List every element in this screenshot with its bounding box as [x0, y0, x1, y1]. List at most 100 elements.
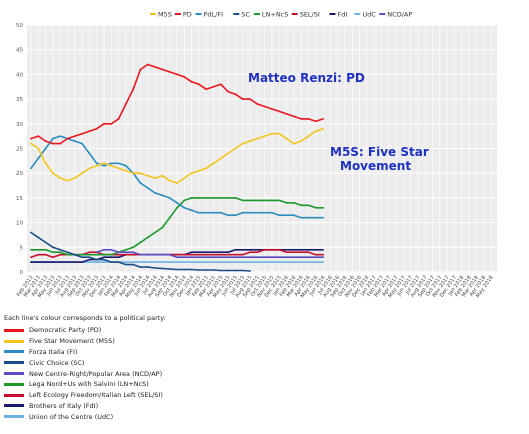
data-point: [212, 211, 215, 214]
data-point: [139, 266, 142, 268]
series-3: [30, 231, 251, 272]
y-tick-label: 35: [16, 97, 23, 103]
data-point: [256, 137, 259, 140]
data-point: [30, 167, 32, 170]
data-point: [300, 204, 303, 207]
data-point: [227, 253, 230, 256]
legend-item: Left Ecology Freedom/Italian Left (SEL/S…: [4, 390, 304, 401]
legend-item: Lega Nord+Us with Salvini (LN+NcS): [4, 379, 304, 390]
data-point: [161, 267, 164, 270]
legend-note: Each line's colour corresponds to a poli…: [4, 314, 166, 322]
data-point: [110, 122, 113, 125]
data-point: [95, 251, 98, 254]
data-point: [88, 251, 91, 254]
data-point: [241, 142, 244, 145]
data-point: [132, 172, 135, 175]
data-point: [205, 211, 208, 214]
data-point: [132, 263, 135, 266]
data-point: [103, 258, 105, 261]
data-point: [81, 253, 84, 256]
data-point: [139, 261, 142, 264]
legend-item: New Centre-Right/Popular Area (NCD/AP): [4, 368, 304, 379]
legend-label: Union of the Centre (UdC): [29, 412, 114, 421]
data-point: [168, 71, 171, 73]
data-point: [117, 261, 120, 264]
data-point: [81, 142, 84, 145]
data-point: [30, 231, 32, 234]
data-point: [198, 83, 200, 86]
data-point: [205, 256, 208, 259]
data-point: [241, 261, 244, 264]
data-point: [285, 256, 288, 259]
data-point: [176, 256, 178, 259]
data-point: [263, 105, 266, 108]
data-point: [263, 248, 266, 251]
data-point: [183, 268, 186, 271]
data-point: [146, 236, 149, 239]
data-point: [285, 201, 288, 204]
data-point: [110, 261, 113, 264]
data-point: [88, 130, 91, 133]
data-point: [219, 251, 222, 254]
legend-item: Democratic Party (PD): [4, 325, 304, 336]
data-point: [132, 253, 135, 256]
legend-item: Civic Choice (SC): [4, 357, 304, 368]
data-point: [37, 253, 40, 256]
data-point: [176, 206, 178, 209]
data-point: [59, 248, 62, 251]
data-point: [176, 201, 178, 204]
data-point: [44, 248, 47, 251]
data-point: [110, 248, 113, 251]
data-point: [95, 162, 98, 165]
data-point: [168, 268, 171, 270]
data-point: [307, 256, 310, 259]
data-point: [249, 270, 251, 272]
y-tick-label: 50: [16, 23, 23, 29]
top-legend-label: SC: [241, 11, 250, 19]
data-point: [212, 162, 215, 165]
data-point: [37, 157, 40, 160]
data-point: [227, 269, 230, 272]
legend-swatch: [4, 415, 24, 419]
data-point: [139, 172, 142, 175]
data-point: [125, 248, 127, 251]
data-point: [30, 248, 32, 251]
data-point: [52, 256, 54, 259]
data-point: [234, 248, 237, 251]
data-point: [314, 130, 317, 133]
data-point: [66, 251, 69, 254]
data-point: [212, 256, 215, 259]
data-point: [292, 248, 295, 251]
data-point: [322, 256, 324, 259]
data-point: [110, 164, 113, 167]
data-point: [300, 251, 303, 254]
data-point: [263, 135, 266, 138]
data-point: [139, 253, 142, 256]
y-axis: 0 5 10 15 20 25 30 35 40 45 50: [16, 23, 24, 276]
data-point: [66, 261, 69, 264]
annotation-label: Matteo Renzi: PD: [248, 71, 365, 85]
data-point: [52, 142, 54, 145]
data-point: [168, 197, 171, 199]
data-point: [59, 142, 62, 145]
data-point: [314, 248, 317, 251]
legend-swatch: [4, 372, 24, 376]
data-point: [292, 115, 295, 118]
legend-item: Forza Italia (FI): [4, 347, 304, 358]
data-point: [205, 197, 208, 199]
data-point: [249, 140, 251, 142]
data-point: [168, 253, 171, 256]
data-point: [30, 261, 32, 264]
data-point: [256, 251, 259, 254]
data-point: [146, 187, 149, 189]
data-point: [117, 117, 120, 120]
data-point: [44, 241, 47, 244]
data-point: [183, 206, 186, 209]
data-point: [176, 182, 178, 184]
data-point: [278, 132, 281, 135]
data-point: [292, 142, 295, 145]
data-point: [176, 253, 178, 256]
data-point: [154, 192, 157, 194]
data-point: [307, 204, 310, 207]
